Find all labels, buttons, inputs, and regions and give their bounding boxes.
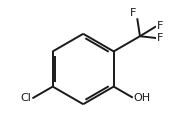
Text: F: F	[130, 8, 137, 18]
Text: F: F	[157, 21, 163, 31]
Text: OH: OH	[133, 93, 151, 103]
Text: Cl: Cl	[21, 93, 32, 103]
Text: F: F	[157, 33, 163, 43]
